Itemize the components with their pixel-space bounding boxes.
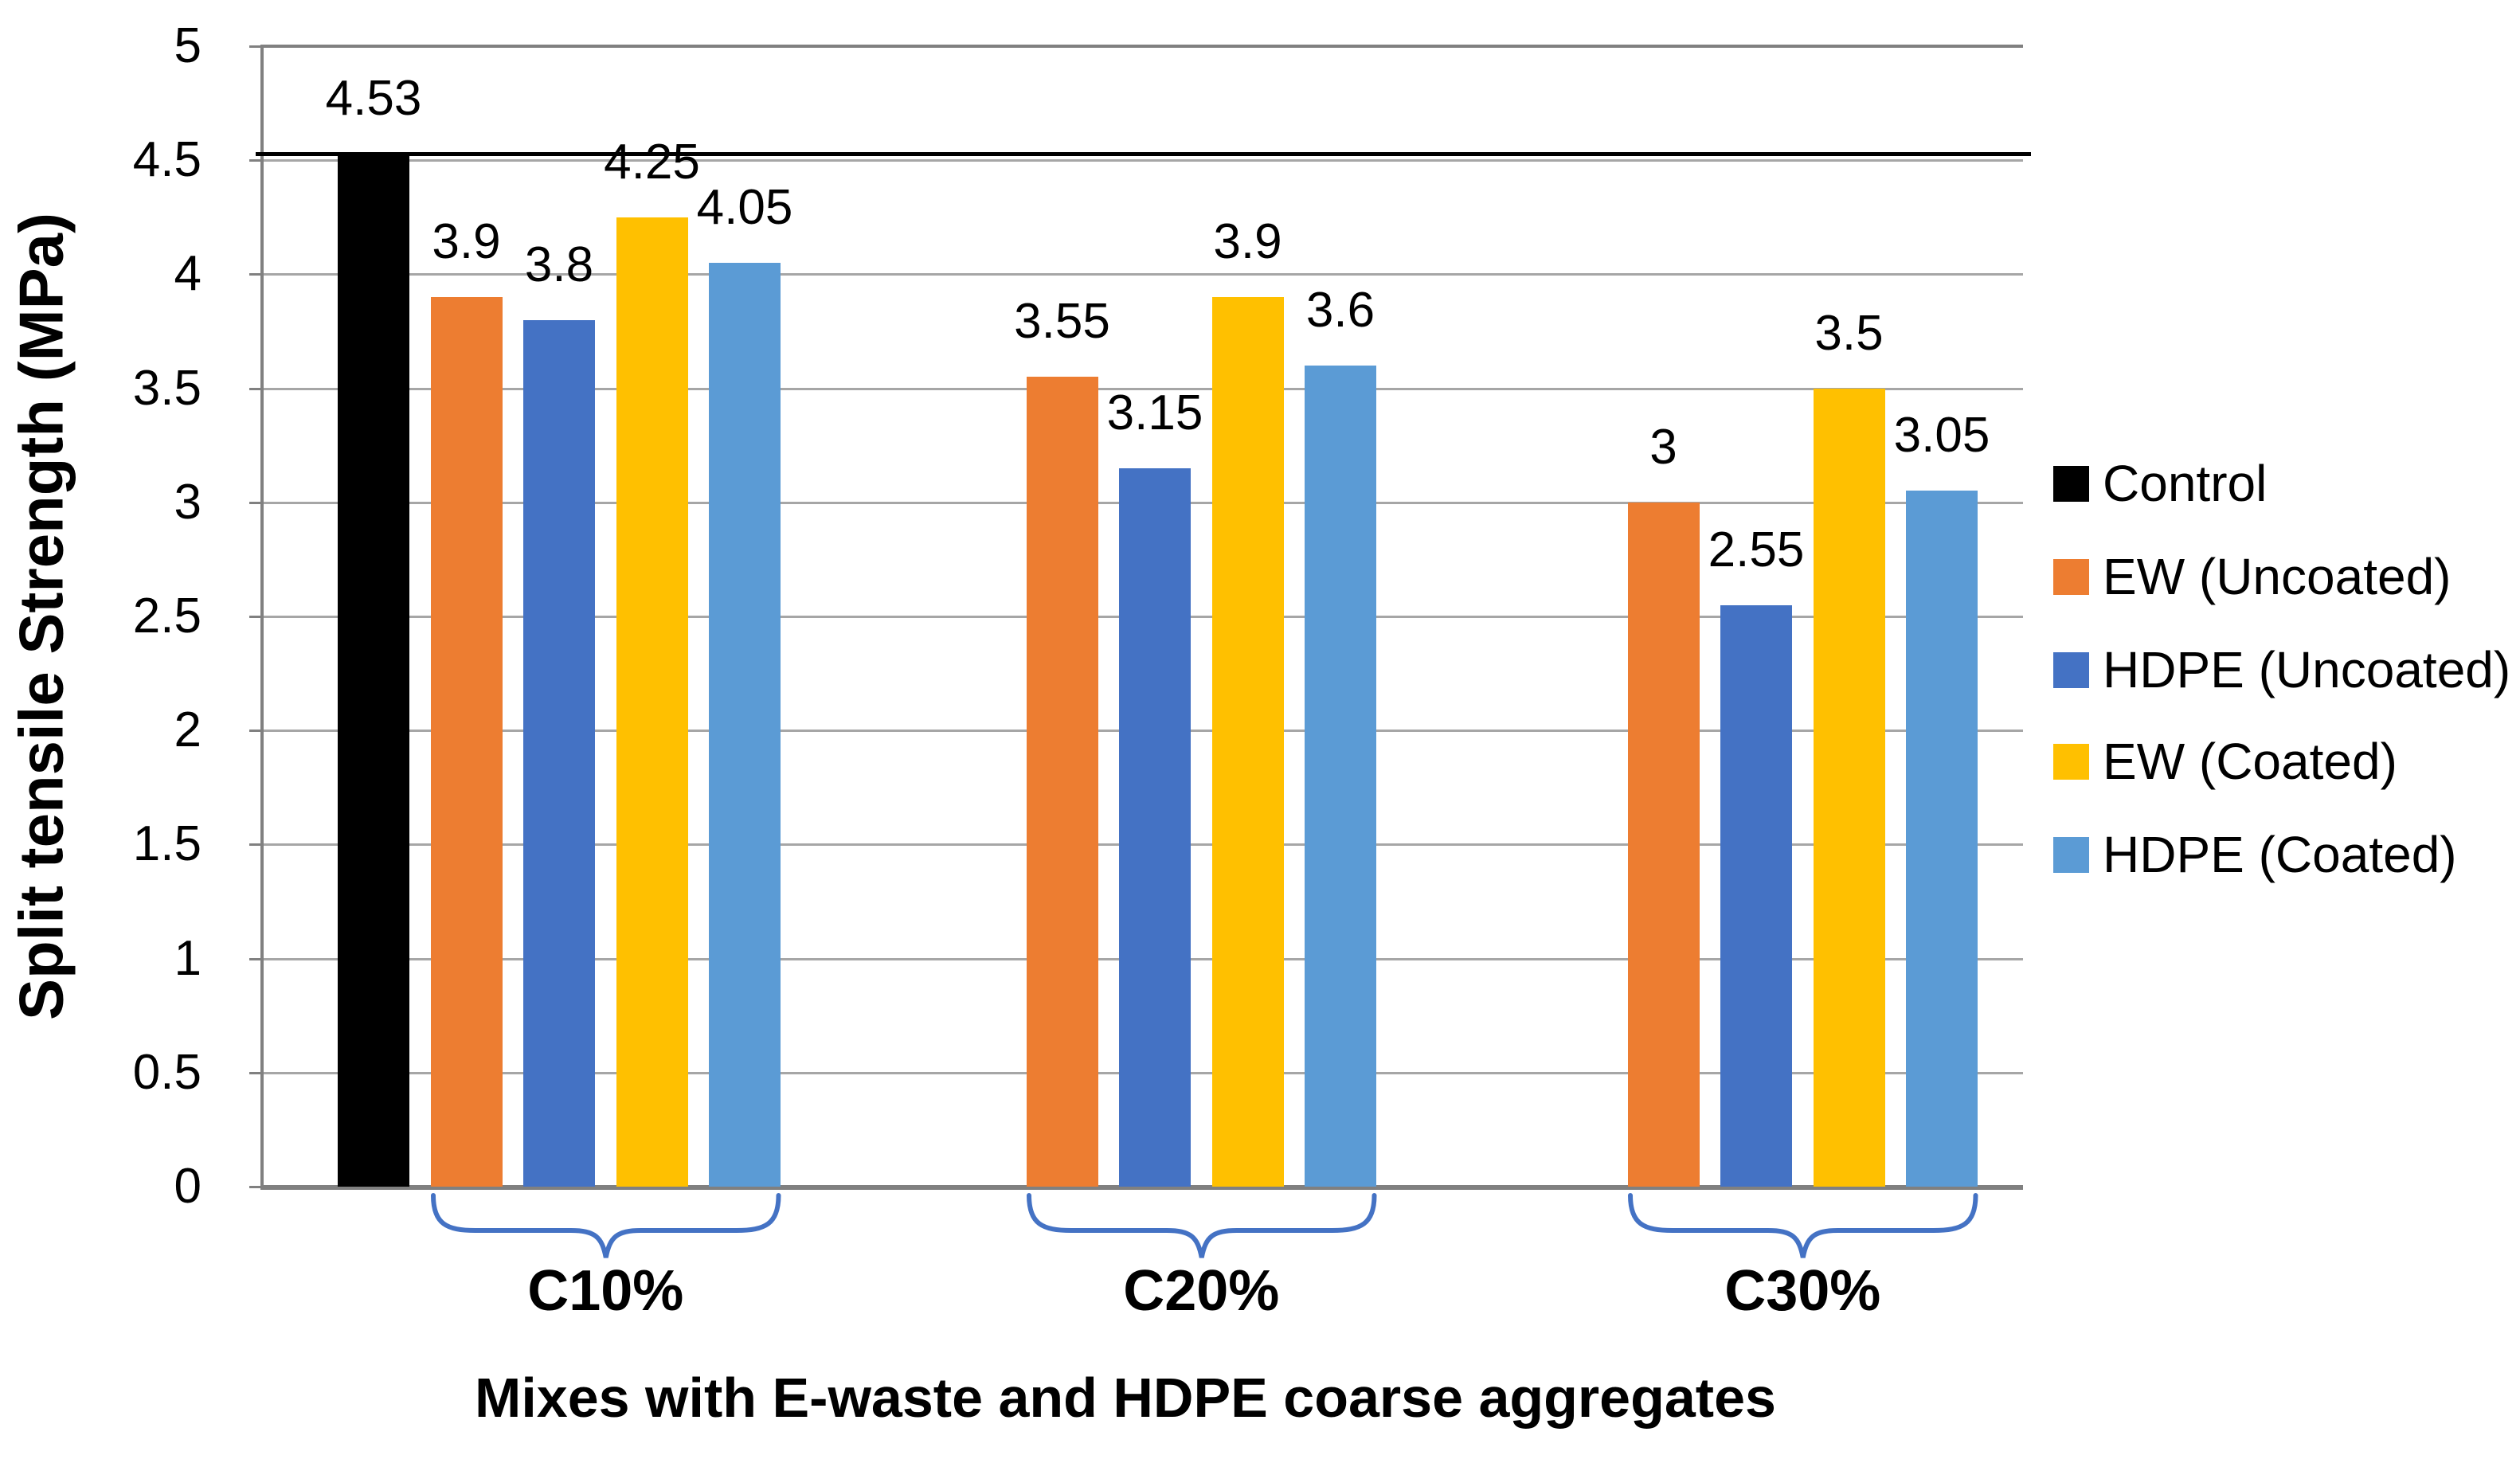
bar-hdpe-uncoated-c30 <box>1720 604 1792 1187</box>
category-label-c30: C30% <box>1724 1259 1881 1323</box>
y-axis-tick <box>249 1071 260 1074</box>
y-gridline <box>260 159 2023 162</box>
legend-item-ew-uncoated: EW (Uncoated) <box>2053 548 2451 605</box>
legend-item-hdpe-coated: HDPE (Coated) <box>2053 826 2457 883</box>
bar-ew-uncoated-c30 <box>1627 502 1700 1187</box>
bar-hdpe-coated-c20 <box>1305 365 1376 1187</box>
y-axis-tick-label: 3 <box>174 474 202 530</box>
legend-label-hdpe-coated: HDPE (Coated) <box>2103 826 2457 883</box>
bar-hdpe-coated-c30 <box>1906 491 1978 1187</box>
data-label-ew-uncoated-c30: 3 <box>1649 419 1677 475</box>
legend-swatch-hdpe-uncoated <box>2053 651 2089 688</box>
bar-ew-coated-c10 <box>616 217 688 1187</box>
legend-item-hdpe-uncoated: HDPE (Uncoated) <box>2053 641 2510 698</box>
group-brace-icon <box>1627 1193 1978 1258</box>
control-reference-line <box>256 151 2031 156</box>
y-axis-tick-label: 2 <box>174 702 202 758</box>
legend-swatch-hdpe-coated <box>2053 836 2089 873</box>
data-label-ew-coated-c10: 4.25 <box>604 134 700 190</box>
y-axis-tick <box>249 843 260 847</box>
y-axis-tick-label: 1.5 <box>132 816 202 872</box>
data-label-ew-uncoated-c10: 3.9 <box>432 214 501 270</box>
bar-ew-uncoated-c20 <box>1026 377 1098 1187</box>
bar-ew-uncoated-c10 <box>430 297 503 1187</box>
y-axis-tick <box>249 45 260 48</box>
legend-item-ew-coated: EW (Coated) <box>2053 733 2397 790</box>
y-axis-tick-label: 2.5 <box>132 589 202 643</box>
data-label-hdpe-coated-c10: 4.05 <box>696 180 793 236</box>
legend-swatch-ew-uncoated <box>2053 558 2089 595</box>
data-label-ew-uncoated-c20: 3.55 <box>1014 294 1110 350</box>
data-label-ew-coated-c30: 3.5 <box>1814 305 1884 361</box>
y-axis-tick-label: 0.5 <box>132 1044 202 1100</box>
y-axis-tick-label: 0 <box>174 1159 202 1214</box>
bar-ew-coated-c20 <box>1211 297 1284 1187</box>
bar-hdpe-uncoated-c10 <box>523 319 595 1187</box>
y-axis-tick-label: 3.5 <box>132 360 202 416</box>
y-axis-tick <box>249 273 260 276</box>
y-axis-tick <box>249 159 260 162</box>
data-label-control-c10: 4.53 <box>325 70 422 126</box>
y-axis-tick <box>249 387 260 390</box>
y-gridline <box>260 273 2023 276</box>
legend-label-ew-coated: EW (Coated) <box>2103 733 2397 790</box>
y-axis-tick <box>249 1186 260 1188</box>
data-label-hdpe-uncoated-c10: 3.8 <box>524 237 594 292</box>
bar-control-c10 <box>338 153 409 1187</box>
x-axis-title: Mixes with E-waste and HDPE coarse aggre… <box>475 1367 1776 1429</box>
y-axis-tick-label: 4 <box>174 246 202 302</box>
y-axis-tick <box>249 957 260 960</box>
y-axis-tick-label: 5 <box>174 18 202 73</box>
legend-swatch-ew-coated <box>2053 743 2089 780</box>
legend-label-control: Control <box>2103 455 2268 512</box>
y-axis-tick-label: 1 <box>174 930 202 986</box>
legend-swatch-control <box>2053 465 2089 502</box>
category-label-c10: C10% <box>527 1259 684 1323</box>
data-label-hdpe-uncoated-c20: 3.15 <box>1106 385 1203 440</box>
legend-label-ew-uncoated: EW (Uncoated) <box>2103 548 2452 605</box>
legend-item-control: Control <box>2053 455 2267 512</box>
data-label-hdpe-coated-c30: 3.05 <box>1893 408 1990 464</box>
y-axis-tick <box>249 501 260 504</box>
x-axis-line <box>260 1185 2023 1190</box>
category-label-c20: C20% <box>1123 1259 1280 1323</box>
y-axis-tick <box>249 730 260 733</box>
bar-hdpe-coated-c10 <box>709 263 781 1187</box>
bar-ew-coated-c30 <box>1813 388 1885 1187</box>
y-axis-tick-label: 4.5 <box>132 132 202 188</box>
y-axis-line <box>260 45 264 1188</box>
data-label-hdpe-coated-c20: 3.6 <box>1305 282 1375 338</box>
y-axis-tick <box>249 616 260 618</box>
data-label-hdpe-uncoated-c30: 2.55 <box>1708 522 1805 577</box>
legend-label-hdpe-uncoated: HDPE (Uncoated) <box>2103 641 2511 698</box>
group-brace-icon <box>430 1193 781 1258</box>
group-brace-icon <box>1026 1193 1376 1258</box>
bar-hdpe-uncoated-c20 <box>1119 467 1191 1187</box>
data-label-ew-coated-c20: 3.9 <box>1213 214 1282 270</box>
y-gridline <box>260 387 2023 390</box>
plot-top-border <box>260 45 2023 48</box>
